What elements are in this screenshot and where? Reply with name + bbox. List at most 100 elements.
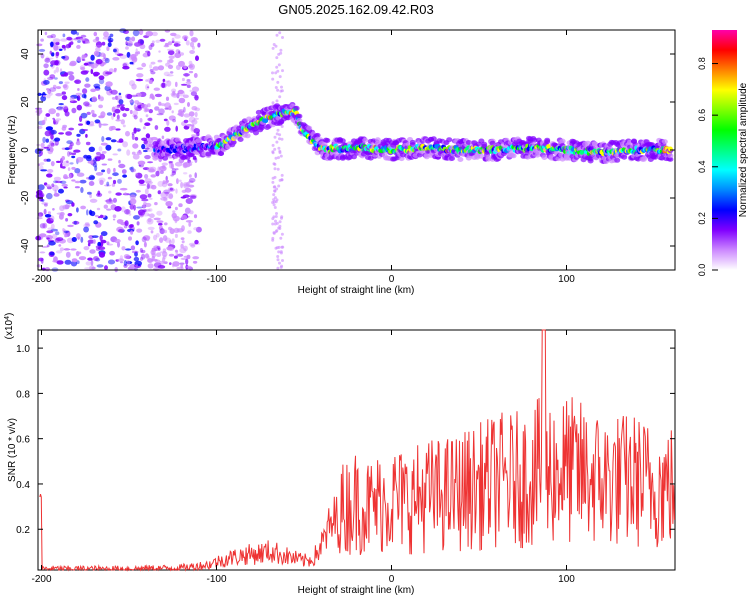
spectrogram-cell [39,223,46,229]
spectrogram-cell [145,79,149,82]
spectrogram-cell [86,209,89,216]
spectrogram-cell [38,48,46,52]
spectrogram-cell [188,242,196,246]
spectrogram-cell [42,136,46,144]
spectrogram-cell [53,119,56,125]
spectrogram-cell [194,239,199,245]
spectrogram-cell [193,117,199,120]
spectrogram-cell [188,152,195,158]
spectrogram-cell [129,224,134,228]
snr-y-multiplier: (x104) [4,313,16,340]
spectrogram-cell [614,157,621,163]
spectrogram-cell [271,201,275,204]
spectrogram-cell [56,260,64,265]
spectrogram-cell [154,125,159,130]
spectrogram-cell [99,52,106,58]
spectrogram-cell [100,142,108,146]
spectrogram-cell [153,154,160,160]
spectrogram-cell [230,139,237,145]
spectrogram-cell [72,220,80,225]
spectrogram-cell [181,240,185,244]
spectrogram-cell [77,88,80,91]
spectrogram-cell [62,228,65,232]
spectrogram-cell [169,239,172,246]
spectrogram-cell [95,58,103,65]
spectrogram-cell [105,144,112,151]
spectrogram-cell [107,259,116,265]
spectrogram-cell [157,180,164,187]
spectrogram-cell [142,167,150,171]
spectrogram-cell [58,188,64,194]
spectrogram-cell [138,183,147,186]
spectrogram-cell [148,80,153,84]
spectrogram-cell [544,139,551,145]
spectrogram-cell [64,81,70,84]
spectrogram-cell [182,35,189,40]
spectrogram-cell [275,99,279,103]
spectrogram-cell [138,179,145,185]
spectrogram-cell [147,161,154,164]
spectrogram-cell [135,264,139,267]
spectrogram-cell [183,73,190,77]
spectrogram-cell [281,245,285,249]
spectrogram-cell [661,139,668,145]
spectrogram-cell [280,232,284,236]
spectrogram-cell [89,121,95,126]
spectrogram-cell [122,113,127,118]
spectrogram-cell [162,180,166,185]
spectrogram-cell [274,200,278,204]
spectrogram-cell [272,198,276,202]
spectrogram-cell [168,58,174,64]
spectrogram-cell [153,87,160,91]
spectrogram-cell [162,235,168,242]
spectrogram-cell [278,31,282,35]
spectrogram-cell [109,33,114,38]
spectrogram-cell [91,96,98,103]
spectrogram-cell [43,69,50,76]
colorbar-label: Normalized spectral amplitude [738,82,749,217]
spectrogram-cell [276,80,280,84]
spectrogram-cell [156,220,164,224]
spectrogram-cell [274,215,278,218]
spectrogram-cell [148,208,153,212]
spectrogram-cell [90,159,97,166]
spectrogram-cell [83,101,90,107]
spectrogram-cell [70,248,77,251]
spectrogram-cell [78,123,83,126]
spectrogram-cell [147,117,153,121]
spectrogram-cell [193,73,198,78]
spectrogram-cell [50,33,56,39]
chart-title: GN05.2025.162.09.42.R03 [278,2,433,17]
spectrogram-cell [273,147,277,151]
spectrogram-cell [126,93,133,100]
spectrogram-cell [129,109,133,115]
spectrogram-cell [76,56,82,62]
spectrogram-cell [186,84,191,88]
spectrogram-cell [98,94,101,100]
spectrogram-cell [106,46,110,51]
spectrogram-cell [164,107,170,110]
spectrogram-cell [190,37,198,43]
spectrogram-cell [104,199,112,203]
spectrogram-cell [130,166,135,173]
spectrogram-cell [80,187,84,193]
spectrogram-cell [293,105,300,111]
spectrogram-cell [187,159,191,164]
spectrogram-cell [135,78,144,82]
spectrogram-cell [188,162,193,166]
spectrogram-cell [178,60,185,67]
spectrogram-cell [116,219,123,224]
spectrogram-cell [144,147,150,150]
spectrogram-cell [278,95,282,99]
spectrogram-cell [75,251,80,257]
spectrogram-cell [183,245,188,252]
spectrogram-cell [182,162,188,169]
colorbar-tick-label: 0.4 [697,161,707,174]
spectrogram-cell [160,197,168,201]
spectrogram-cell [157,166,161,173]
spectrogram-cell [55,237,64,242]
spectrogram-cell [510,153,517,159]
spectrogram-cell [253,130,259,136]
spectrogram-cell [39,192,45,198]
spectrogram-cell [130,245,136,251]
